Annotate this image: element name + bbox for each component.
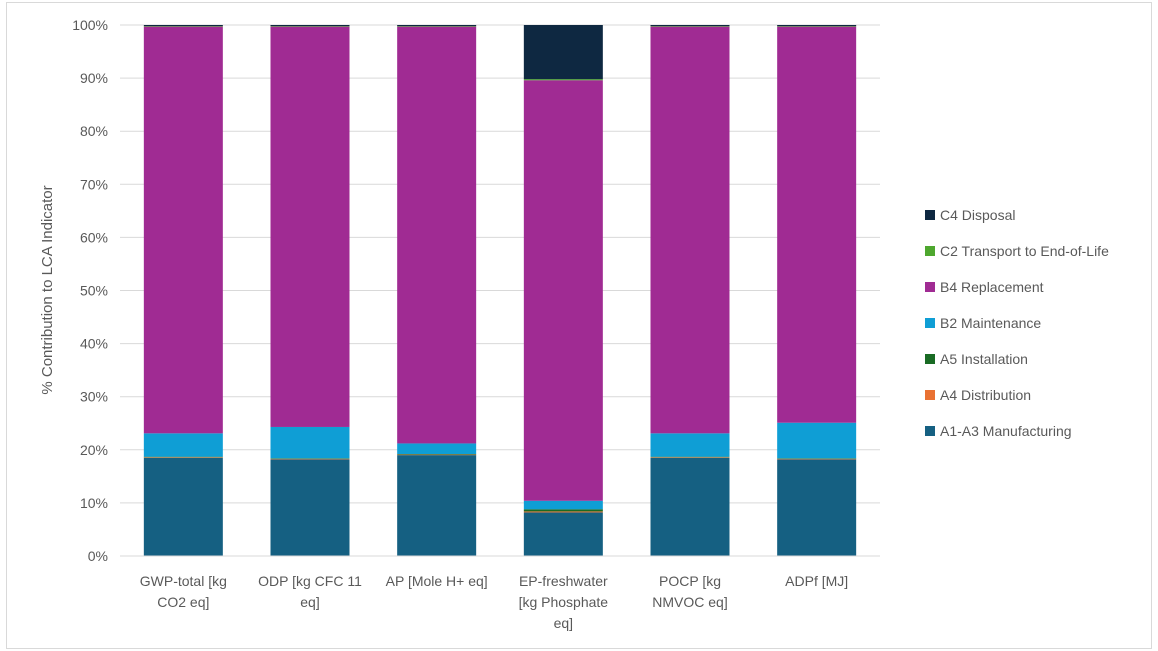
bar-segment <box>523 511 603 513</box>
bar-segment <box>143 26 223 27</box>
x-axis: GWP-total [kg CO2 eq] ODP [kg CFC 11 eq] AP … <box>120 555 880 631</box>
gridlines <box>120 24 880 557</box>
y-tick-label: 30% <box>80 389 108 405</box>
bar-segment <box>397 454 477 456</box>
bar-segment <box>397 443 477 455</box>
bar-segment <box>270 458 350 460</box>
bar-segment <box>650 26 730 27</box>
bar-segment <box>777 26 857 27</box>
category-label: EP-freshwater [kg Phosphate eq] <box>519 573 609 631</box>
bar-segment <box>270 426 350 459</box>
bar-segment <box>650 457 730 556</box>
legend-swatch <box>925 426 935 436</box>
y-axis-label: % Contribution to LCA Indicator <box>39 185 56 394</box>
legend-label: A5 Installation <box>940 351 1028 367</box>
bar-segment <box>397 25 477 27</box>
bar-segment <box>143 457 223 556</box>
bar-segment <box>143 456 223 458</box>
legend-swatch <box>925 318 935 328</box>
bar-segment <box>270 26 350 27</box>
bar-segment <box>777 458 857 459</box>
bar-segment <box>523 500 603 510</box>
bar-segment <box>397 26 477 444</box>
legend-swatch <box>925 282 935 292</box>
bar-segment <box>777 422 857 459</box>
legend-swatch <box>925 390 935 400</box>
legend-label: B2 Maintenance <box>940 315 1041 331</box>
category-label: AP [Mole H+ eq] <box>386 573 488 589</box>
bar-segment <box>650 457 730 458</box>
bar-segment <box>143 25 223 27</box>
legend-label: C2 Transport to End-of-Life <box>940 243 1109 259</box>
y-tick-label: 60% <box>80 229 108 245</box>
bar-segment <box>397 455 477 556</box>
bar-segment <box>777 26 857 423</box>
y-tick-label: 70% <box>80 176 108 192</box>
y-tick-label: 90% <box>80 70 108 86</box>
bar-segment <box>523 80 603 501</box>
legend-label: A1-A3 Manufacturing <box>940 423 1072 439</box>
bar-segment <box>650 433 730 457</box>
bar-segment <box>270 26 350 427</box>
bar-segment <box>270 458 350 459</box>
bar-segment <box>270 25 350 27</box>
bar-segment <box>523 509 603 512</box>
y-tick-label: 50% <box>80 283 108 299</box>
y-tick-label: 0% <box>88 548 108 564</box>
category-label: POCP [kg NMVOC eq] <box>652 573 727 610</box>
y-axis: 0% 10% 20% 30% 40% 50% 60% 70% 80% 90% 100% <box>72 17 108 564</box>
bar-segment <box>143 433 223 457</box>
bar-segment <box>650 25 730 27</box>
bars <box>143 25 857 556</box>
legend-swatch <box>925 246 935 256</box>
bar-segment <box>777 459 857 556</box>
bar-segment <box>270 459 350 556</box>
category-label: ODP [kg CFC 11 eq] <box>258 573 362 610</box>
y-tick-label: 20% <box>80 442 108 458</box>
bar-segment <box>650 26 730 434</box>
bar-segment <box>523 512 603 556</box>
legend-swatch <box>925 354 935 364</box>
bar-segment <box>397 26 477 27</box>
y-tick-label: 10% <box>80 495 108 511</box>
legend: C4 Disposal C2 Transport to End-of-Life B4… <box>925 207 1109 439</box>
bar-segment <box>650 456 730 458</box>
y-tick-label: 80% <box>80 123 108 139</box>
y-tick-label: 40% <box>80 336 108 352</box>
legend-label: B4 Replacement <box>940 279 1044 295</box>
bar-segment <box>777 458 857 460</box>
legend-label: C4 Disposal <box>940 207 1015 223</box>
bar-segment <box>397 454 477 455</box>
bar-segment <box>523 79 603 81</box>
bar-segment <box>143 26 223 434</box>
legend-swatch <box>925 210 935 220</box>
category-label: ADPf [MJ] <box>785 573 848 589</box>
category-label: GWP-total [kg CO2 eq] <box>140 573 227 610</box>
bar-segment <box>777 25 857 27</box>
legend-label: A4 Distribution <box>940 387 1031 403</box>
bar-segment <box>143 457 223 458</box>
y-tick-label: 100% <box>72 17 108 33</box>
bar-segment <box>523 25 603 80</box>
